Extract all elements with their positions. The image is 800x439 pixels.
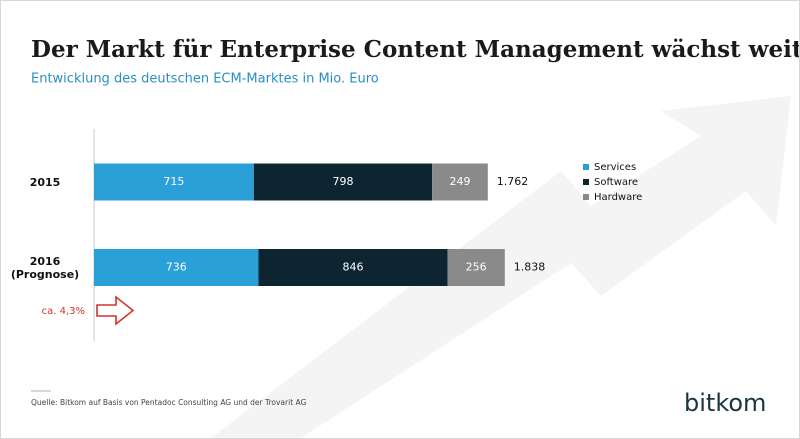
value-label: 715 [163, 175, 184, 188]
legend-swatch [583, 179, 589, 185]
bar-segment [94, 163, 254, 201]
bar-segment [253, 163, 433, 201]
legend-swatch [583, 194, 589, 200]
annotation-arrow [96, 295, 135, 326]
value-label: 846 [343, 261, 364, 274]
legend-label: Services [594, 162, 636, 173]
chart-title: Der Markt für Enterprise Content Managem… [31, 36, 799, 63]
source: Quelle: Bitkom auf Basis von Pentadoc Co… [31, 398, 307, 407]
bar-segment [258, 249, 448, 286]
value-label: 798 [332, 175, 353, 188]
legend-swatch [583, 164, 589, 170]
value-label: 256 [466, 261, 487, 274]
annotation: ca. 4,3% [42, 306, 85, 317]
legend-label: Hardware [594, 192, 642, 203]
bar-segment [447, 249, 505, 286]
value-label: 249 [449, 175, 470, 188]
value-label: 736 [166, 261, 187, 274]
logo: bitkom [684, 389, 766, 417]
legend-label: Software [594, 177, 638, 188]
category-label: 2015 [29, 175, 61, 189]
total-label: 1.838 [514, 261, 546, 274]
chart-subtitle: Entwicklung des deutschen ECM-Marktes in… [31, 72, 379, 87]
category-label: 2016 (Prognose) [10, 254, 80, 281]
bar-segment [94, 249, 259, 286]
bar-segment [432, 163, 488, 201]
total-label: 1.762 [497, 175, 529, 188]
